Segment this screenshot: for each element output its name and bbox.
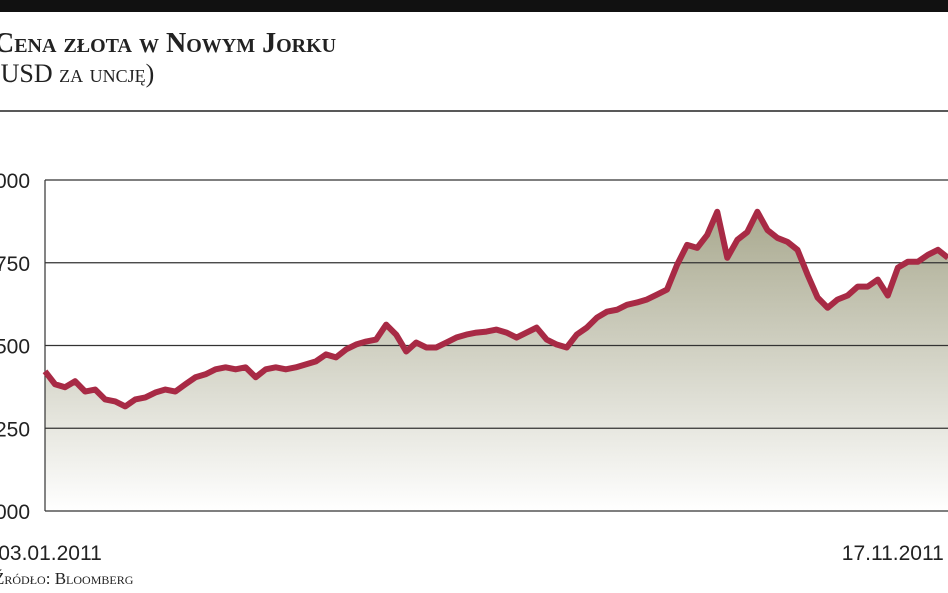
chart-title: Cena złota w Nowym Jorku [0, 28, 336, 59]
y-tick-label: 1750 [0, 253, 30, 276]
top-bar [0, 0, 948, 12]
source: Źródło: Bloomberg [0, 569, 134, 588]
chart-subtitle: (USD za uncję) [0, 59, 154, 88]
plot: 1000 1250 1500 1750 2000 03.01.2011 17.11.2011 [0, 170, 948, 565]
y-tick-label: 1000 [0, 501, 30, 524]
x-tick-label: 03.01.2011 [0, 542, 102, 565]
y-tick-label: 2000 [0, 170, 30, 193]
x-tick-label: 17.11.2011 [842, 542, 944, 565]
area-fill [45, 211, 948, 511]
y-tick-label: 1250 [0, 418, 30, 441]
price-line [42, 208, 948, 410]
y-tick-label: 1500 [0, 336, 30, 359]
